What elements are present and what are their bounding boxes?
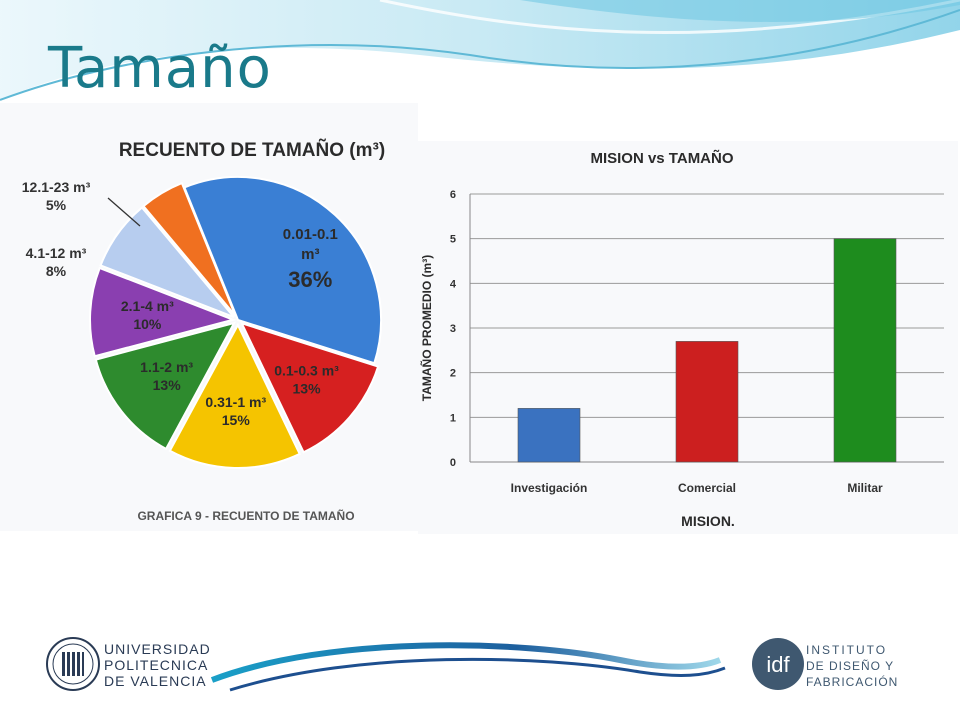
pie-slice (168, 322, 302, 469)
y-tick-label: 5 (450, 234, 456, 246)
pie-slice-label: 1.1-2 m³ (140, 359, 193, 375)
x-tick-label: Investigación (511, 481, 588, 495)
bar (833, 238, 897, 463)
pie-leader-line (107, 197, 141, 227)
pie-slice-percent: 13% (293, 381, 322, 397)
upv-seal-logo (46, 637, 100, 691)
bar (517, 408, 581, 463)
upv-line-2: POLITECNICA (104, 657, 208, 673)
bar-chart: MISION vs TAMAÑO 0 1 2 3 4 5 6 Investigación Co… (419, 149, 944, 529)
pie-slice (239, 321, 380, 454)
pie-chart-title: RECUENTO DE TAMAÑO (m³) (119, 139, 385, 161)
footer-wave-decoration (210, 642, 726, 692)
bar-chart-x-axis-label: MISION. (681, 513, 735, 529)
y-tick-label: 3 (450, 323, 456, 335)
pie-slice-percent: 36% (288, 267, 332, 292)
y-tick-label: 4 (450, 278, 457, 290)
pie-slice-label: 12.1-23 m³ (22, 179, 91, 195)
pie-slice (183, 176, 382, 365)
pie-slices (89, 176, 382, 469)
x-tick-label: Comercial (678, 481, 736, 495)
y-tick-label: 0 (450, 457, 456, 469)
pie-labels: 0.01-0.1 m³ 36% 0.1-0.3 m³ 13% 0.31-1 m³ 15% 1.… (22, 179, 339, 428)
pie-slice-label: 0.01-0.1 (283, 226, 338, 243)
pie-slice-percent: 10% (133, 316, 162, 332)
pie-slice-label-unit: m³ (301, 246, 319, 263)
pie-slice (94, 321, 237, 451)
y-tick-label: 1 (450, 412, 456, 424)
pie-slice-percent: 13% (153, 377, 182, 393)
pie-slice-label: 2.1-4 m³ (121, 298, 174, 314)
pie-slice-label: 0.1-0.3 m³ (274, 363, 339, 379)
slide-title: Tamaño (48, 36, 272, 101)
pie-chart: RECUENTO DE TAMAÑO (m³) 0.01-0.1 m³ 36% 0.1… (22, 139, 385, 523)
idf-logo-mark: idf (766, 652, 790, 677)
pie-slice-label: 0.31-1 m³ (205, 394, 266, 410)
idf-logo-text: INSTITUTO DE DISEÑO Y FABRICACIÓN (806, 643, 898, 689)
pie-slice (99, 206, 235, 319)
bar-chart-y-axis-label: TAMAÑO PROMEDIO (m³) (419, 255, 434, 401)
pie-slice (89, 266, 237, 358)
y-tick-label: 2 (450, 368, 456, 380)
idf-logo: idf (752, 638, 804, 690)
pie-chart-caption: GRAFICA 9 - RECUENTO DE TAMAÑO (137, 508, 354, 523)
pie-slice (142, 181, 237, 317)
header-wave-decoration (0, 0, 960, 101)
bar-chart-y-ticks: 0 1 2 3 4 5 6 (450, 189, 457, 469)
idf-line-3: FABRICACIÓN (806, 674, 898, 689)
pie-slice-percent: 8% (46, 263, 67, 279)
bar-chart-bars (517, 238, 897, 463)
upv-line-3: DE VALENCIA (104, 673, 207, 689)
upv-line-1: UNIVERSIDAD (104, 641, 211, 657)
pie-slice-percent: 5% (46, 197, 67, 213)
pie-slice-label: 4.1-12 m³ (26, 245, 87, 261)
pie-slice-percent: 15% (222, 412, 251, 428)
bar-chart-x-ticks: Investigación Comercial Militar (511, 481, 883, 495)
bar (675, 341, 739, 463)
upv-logo-text: UNIVERSIDAD POLITECNICA DE VALENCIA (104, 641, 211, 689)
idf-line-1: INSTITUTO (806, 643, 887, 657)
bar-chart-title: MISION vs TAMAÑO (590, 149, 733, 167)
idf-line-2: DE DISEÑO Y (806, 659, 894, 673)
y-tick-label: 6 (450, 189, 456, 201)
x-tick-label: Militar (847, 481, 883, 495)
